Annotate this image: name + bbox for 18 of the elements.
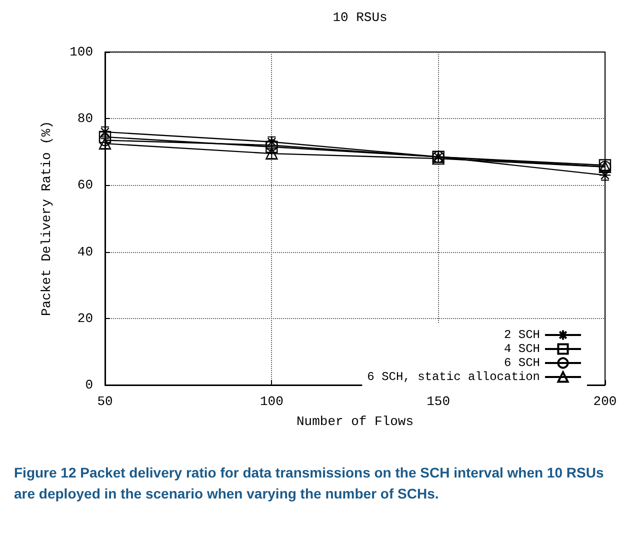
y-tick-label: 60 [77,178,93,193]
x-tick-label: 100 [260,394,284,409]
y-tick-label: 0 [85,378,93,392]
caption: Figure 12 Packet delivery ratio for data transmissions on the SCH interval when 10 RSUs are deployed in the scenario when varying the number of SCHs. [14,464,608,502]
legend-label: 6 SCH [504,356,540,370]
x-tick-label: 150 [426,394,450,409]
y-tick-label: 100 [70,44,93,60]
legend-label: 2 SCH [504,328,540,342]
x-tick-label: 50 [97,394,113,409]
legend-label: 6 SCH, static allocation [367,370,540,384]
y-tick-label: 40 [77,244,93,260]
x-axis-title: Number of Flows [296,414,414,429]
chart-title: 10 RSUs [332,10,388,25]
y-axis-title: Packet Delivery Ratio (%) [39,120,54,316]
legend-label: 4 SCH [504,342,540,356]
x-tick-label: 200 [593,394,617,409]
y-tick-label: 20 [77,310,93,326]
y-tick-label: 80 [77,111,93,126]
